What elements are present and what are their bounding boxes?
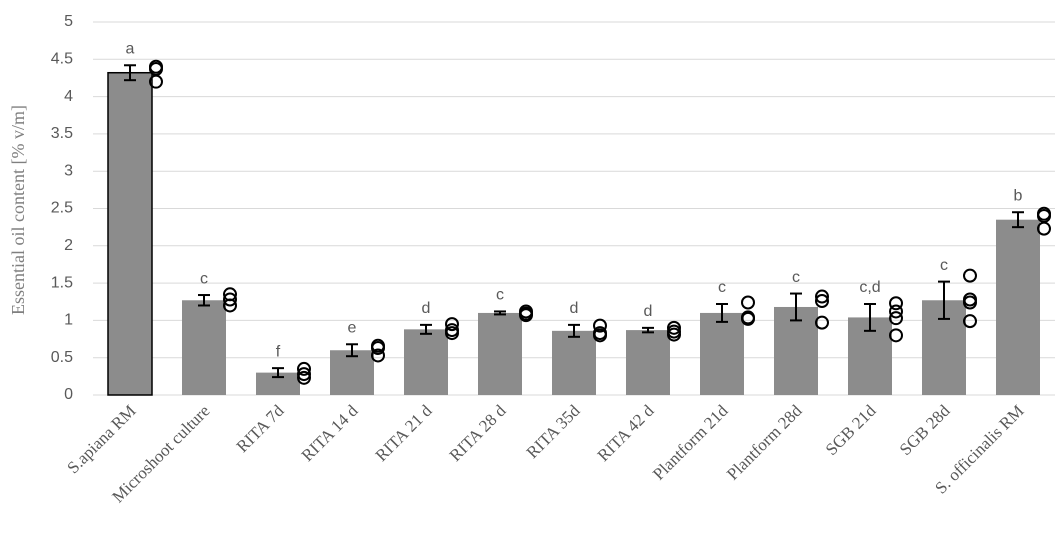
y-tick-label: 4.5 xyxy=(51,51,73,68)
bar xyxy=(107,71,153,396)
data-point xyxy=(741,311,755,326)
error-bar xyxy=(716,302,728,323)
data-point xyxy=(963,268,977,283)
y-tick-label: 3 xyxy=(64,162,73,179)
data-point xyxy=(741,295,755,310)
x-tick-label: RITA 28 d xyxy=(446,401,510,465)
x-tick-label: RITA 7d xyxy=(233,401,288,456)
bar xyxy=(774,306,818,395)
x-tick-label: RITA 42 d xyxy=(594,401,658,465)
significance-letter: a xyxy=(126,40,135,57)
y-tick-label: 0.5 xyxy=(51,349,73,366)
x-tick-label: Plantform 21d xyxy=(649,401,732,484)
data-point xyxy=(815,289,829,304)
y-tick-label: 4 xyxy=(64,88,73,105)
y-tick-label: 1.5 xyxy=(51,274,73,291)
data-point xyxy=(519,308,533,323)
bar xyxy=(256,372,300,395)
error-bar xyxy=(420,323,432,335)
x-tick-label: RITA 21 d xyxy=(372,401,436,465)
data-point xyxy=(815,294,829,309)
x-tick-label: Plantform 28d xyxy=(723,401,806,484)
bar xyxy=(404,329,448,395)
data-point xyxy=(297,361,311,376)
error-bar xyxy=(864,302,876,332)
data-point xyxy=(297,367,311,382)
data-point xyxy=(667,320,681,335)
data-point xyxy=(445,317,459,332)
x-tick-label: SGB 28d xyxy=(896,401,954,459)
y-tick-label: 1 xyxy=(64,312,73,329)
significance-letter: c xyxy=(940,257,948,274)
bar xyxy=(996,219,1040,395)
significance-letter: c xyxy=(792,269,800,286)
significance-letter: d xyxy=(422,300,431,317)
data-point xyxy=(667,327,681,342)
data-point xyxy=(963,295,977,310)
data-point xyxy=(445,326,459,341)
y-tick-label: 2 xyxy=(64,237,73,254)
bar xyxy=(700,312,744,395)
significance-letter: d xyxy=(570,300,579,317)
error-bar xyxy=(346,343,358,358)
error-bar xyxy=(272,367,284,379)
significance-letter: e xyxy=(348,319,357,336)
bar xyxy=(478,312,522,395)
x-tick-label: SGB 21d xyxy=(822,401,880,459)
data-point xyxy=(223,298,237,313)
data-point xyxy=(815,315,829,330)
y-tick-label: 3.5 xyxy=(51,125,73,142)
data-point xyxy=(593,318,607,333)
error-bar xyxy=(642,326,654,334)
significance-letter: d xyxy=(644,303,653,320)
error-bar xyxy=(494,310,506,316)
x-tick-label: RITA 14 d xyxy=(298,401,362,465)
error-bar xyxy=(790,292,802,322)
data-point xyxy=(889,296,903,311)
significance-letter: b xyxy=(1014,187,1023,204)
data-point xyxy=(371,348,385,363)
data-point xyxy=(889,304,903,319)
data-point xyxy=(149,74,163,89)
error-bar xyxy=(124,64,136,82)
data-point xyxy=(593,328,607,343)
y-tick-label: 0 xyxy=(64,386,73,403)
data-point xyxy=(223,292,237,307)
bar xyxy=(330,350,374,395)
y-tick-label: 2.5 xyxy=(51,200,73,217)
data-point xyxy=(1037,221,1051,236)
significance-letter: f xyxy=(276,343,281,360)
y-tick-label: 5 xyxy=(64,13,73,30)
error-bar xyxy=(198,294,210,307)
significance-letter: c xyxy=(718,279,726,296)
bar xyxy=(182,300,226,395)
data-point xyxy=(371,341,385,356)
data-point xyxy=(889,311,903,326)
error-bar xyxy=(1012,211,1024,229)
y-axis-label: Essential oil content [% v/m] xyxy=(8,105,28,315)
data-point xyxy=(297,370,311,385)
significance-letter: c xyxy=(200,270,208,287)
significance-letter: c,d xyxy=(859,279,880,296)
x-tick-label: S.apiana RM xyxy=(63,401,139,477)
significance-letter: c xyxy=(496,287,504,304)
bar xyxy=(552,330,596,395)
data-point xyxy=(963,314,977,329)
data-point xyxy=(889,328,903,343)
error-bar xyxy=(568,323,580,338)
error-bar xyxy=(938,280,950,320)
x-tick-label: RITA 35d xyxy=(523,401,584,462)
bar xyxy=(626,330,670,395)
